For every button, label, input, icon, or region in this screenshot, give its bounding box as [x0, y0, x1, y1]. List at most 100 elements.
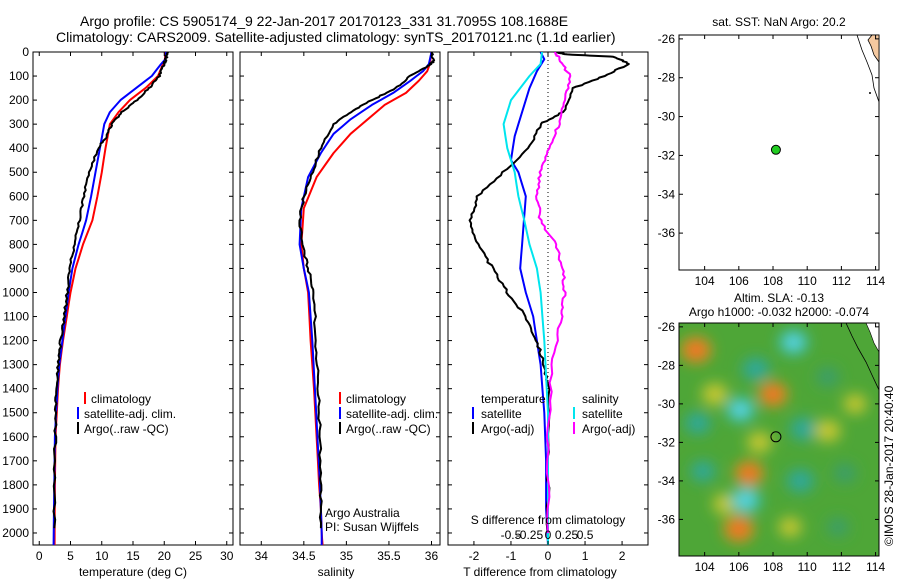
map-x-tick-label: 112: [832, 560, 851, 574]
credit-text: ©IMOS 28-Jan-2017 20:40:40: [882, 385, 896, 546]
legend-label-argo: Argo(..raw -QC): [84, 422, 169, 436]
x-tick-label: 15: [126, 549, 140, 563]
sla-map-marks: 104 106 108 110 112 114 -26 -28 -30 -32 -34 -36: [658, 320, 886, 574]
temperature-xlabel: temperature (deg C): [79, 565, 187, 579]
sla-anomaly-core: [742, 467, 756, 479]
x-tick-label: 20: [158, 549, 172, 563]
sla-anomaly-blob: [816, 367, 840, 387]
x-tick-label-salinity: 0.5: [577, 528, 594, 542]
y-tick-label: 100: [9, 69, 29, 83]
map-x-tick-label: 104: [695, 560, 715, 574]
map-x-tick-label: 104: [695, 274, 715, 288]
y-tick-label: 1300: [2, 358, 29, 372]
y-tick-label: 400: [9, 141, 29, 155]
y-tick-label: 1400: [2, 382, 29, 396]
map-y-tick-label: -28: [658, 71, 676, 85]
sla-anomaly-blob: [814, 419, 841, 442]
y-tick-label: 600: [9, 189, 29, 203]
sla-anomaly-core: [689, 343, 703, 356]
pi-annotation: PI: Susan Wijffels: [325, 520, 419, 534]
sla-anomaly-blob: [833, 463, 857, 483]
sla-anomaly-blob: [790, 417, 818, 441]
sla-coast-outline: [845, 323, 879, 391]
map-x-tick-label: 114: [866, 274, 885, 288]
y-tick-label: 1800: [2, 478, 29, 492]
x-tick-label-salinity: 0: [545, 528, 552, 542]
australia-land: [867, 35, 879, 63]
legend-label-argo: Argo(..raw -QC): [346, 422, 431, 436]
legend-heading-temperature: temperature: [481, 392, 546, 406]
float-location-marker: [770, 431, 782, 443]
x-tick-label-salinity: -0.5: [501, 528, 522, 542]
x-tick-label: -2: [469, 549, 480, 563]
series-line-satellite-temperature: [510, 52, 549, 545]
sla-map-title-1: Altim. SLA: -0.13: [734, 291, 824, 305]
map-x-tick-label: 106: [729, 274, 749, 288]
x-tick-label: 0: [545, 549, 552, 563]
y-tick-label: 1700: [2, 454, 29, 468]
sla-anomaly-blob: [742, 357, 770, 381]
figure-title-line-1: Argo profile: CS 5905174_9 22-Jan-2017 2…: [80, 13, 569, 29]
x-tick-label-salinity: -0.25: [516, 528, 544, 542]
x-tick-label: 36: [425, 549, 439, 563]
x-tick-label: 5: [67, 549, 74, 563]
x-tick-label: 1: [582, 549, 589, 563]
series-line-satellite-adj-clim-: [52, 52, 168, 545]
salinity-xlabel: salinity: [318, 565, 355, 579]
y-tick-label: 1000: [2, 285, 29, 299]
sla-anomaly-blob: [684, 412, 711, 435]
x-tick-label: 34: [255, 549, 269, 563]
y-tick-label: 300: [9, 117, 29, 131]
x-tick-label: 0: [36, 549, 43, 563]
y-tick-label: 1900: [2, 502, 29, 516]
map-x-tick-label: 108: [763, 560, 783, 574]
legend-label-clim: climatology: [346, 392, 406, 406]
map-y-tick-label: -26: [658, 32, 676, 46]
map-y-tick-label: -34: [658, 187, 676, 201]
series-line-climatology: [53, 52, 167, 545]
sla-map-frame: [678, 322, 880, 557]
sla-anomaly-blob: [747, 432, 772, 453]
sla-heatmap-background: [679, 323, 879, 556]
y-tick-label: 200: [9, 93, 29, 107]
salinity-panel-frame: [239, 51, 441, 546]
y-tick-label: 800: [9, 237, 29, 251]
map-x-tick-label: 108: [763, 274, 783, 288]
map-y-tick-label: -32: [658, 148, 676, 162]
y-tick-label: 1200: [2, 334, 29, 348]
sst-map-marks: 104 106 108 110 112 114 -26 -28 -30 -32 -34 -36: [658, 32, 886, 288]
sla-land: [865, 323, 879, 353]
map-x-tick-label: 114: [866, 560, 885, 574]
legend-label-temp-sat: satellite: [481, 407, 522, 421]
series-line-argo-raw-qc-: [52, 52, 169, 529]
series-line-argo-adj--temperature: [468, 52, 630, 534]
x-tick-label: 35: [340, 549, 354, 563]
series-line-argo-raw-qc-: [298, 52, 436, 529]
x-tick-label-salinity: 0.25: [555, 528, 579, 542]
sla-anomaly-blob: [827, 517, 849, 537]
institution-annotation: Argo Australia: [325, 506, 400, 520]
y-tick-label: 0: [22, 45, 29, 59]
y-tick-label: 900: [9, 261, 29, 275]
island-dot: [869, 92, 871, 94]
sla-anomaly-blob: [843, 394, 867, 414]
x-tick-label: -1: [506, 549, 517, 563]
map-y-tick-label: -30: [658, 397, 676, 411]
y-tick-label: 1600: [2, 430, 29, 444]
salinity-series-group: [298, 52, 436, 545]
sla-map-title-2: Argo h1000: -0.032 h2000: -0.074: [689, 305, 869, 319]
legend-label-sat: satellite-adj. clim.: [84, 407, 176, 421]
y-tick-label: 1100: [3, 310, 29, 324]
x-tick-label: 34.5: [292, 549, 316, 563]
x-tick-label: 30: [220, 549, 234, 563]
map-y-tick-label: -36: [658, 226, 676, 240]
sla-anomaly-field: [681, 330, 867, 542]
x-tick-label: 10: [95, 549, 109, 563]
map-y-tick-label: -32: [658, 435, 676, 449]
sst-map-title: sat. SST: NaN Argo: 20.2: [712, 15, 846, 29]
difference-series-group: [468, 52, 630, 545]
float-location-marker: [770, 144, 781, 155]
sla-anomaly-core: [734, 403, 747, 416]
sla-anomaly-core: [738, 494, 753, 507]
